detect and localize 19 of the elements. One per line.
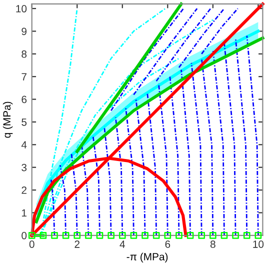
x-tick-label: 4: [120, 240, 125, 248]
y-tick-label: 5: [22, 118, 27, 126]
x-tick-label: 10: [253, 240, 264, 248]
y-tick-label: 0: [22, 232, 27, 240]
y-axis-title: q (MPa): [2, 102, 13, 138]
y-tick-label: 10: [16, 5, 27, 12]
y-tick-label: 6: [22, 96, 27, 104]
x-tick-label: 2: [74, 240, 80, 248]
y-tick-label: 3: [22, 164, 27, 172]
y-tick-label: 8: [22, 50, 27, 58]
y-tick-label: 1: [22, 209, 26, 216]
x-tick-label: 0: [29, 240, 34, 248]
y-tick-label: 4: [21, 141, 27, 148]
y-tick-label: 7: [22, 73, 26, 80]
x-tick-label: 6: [165, 240, 170, 248]
x-axis-title: -π (MPa): [126, 252, 168, 262]
y-tick-label: 9: [22, 28, 27, 36]
x-tick-label: 8: [210, 240, 216, 248]
y-tick-label: 2: [22, 186, 26, 194]
